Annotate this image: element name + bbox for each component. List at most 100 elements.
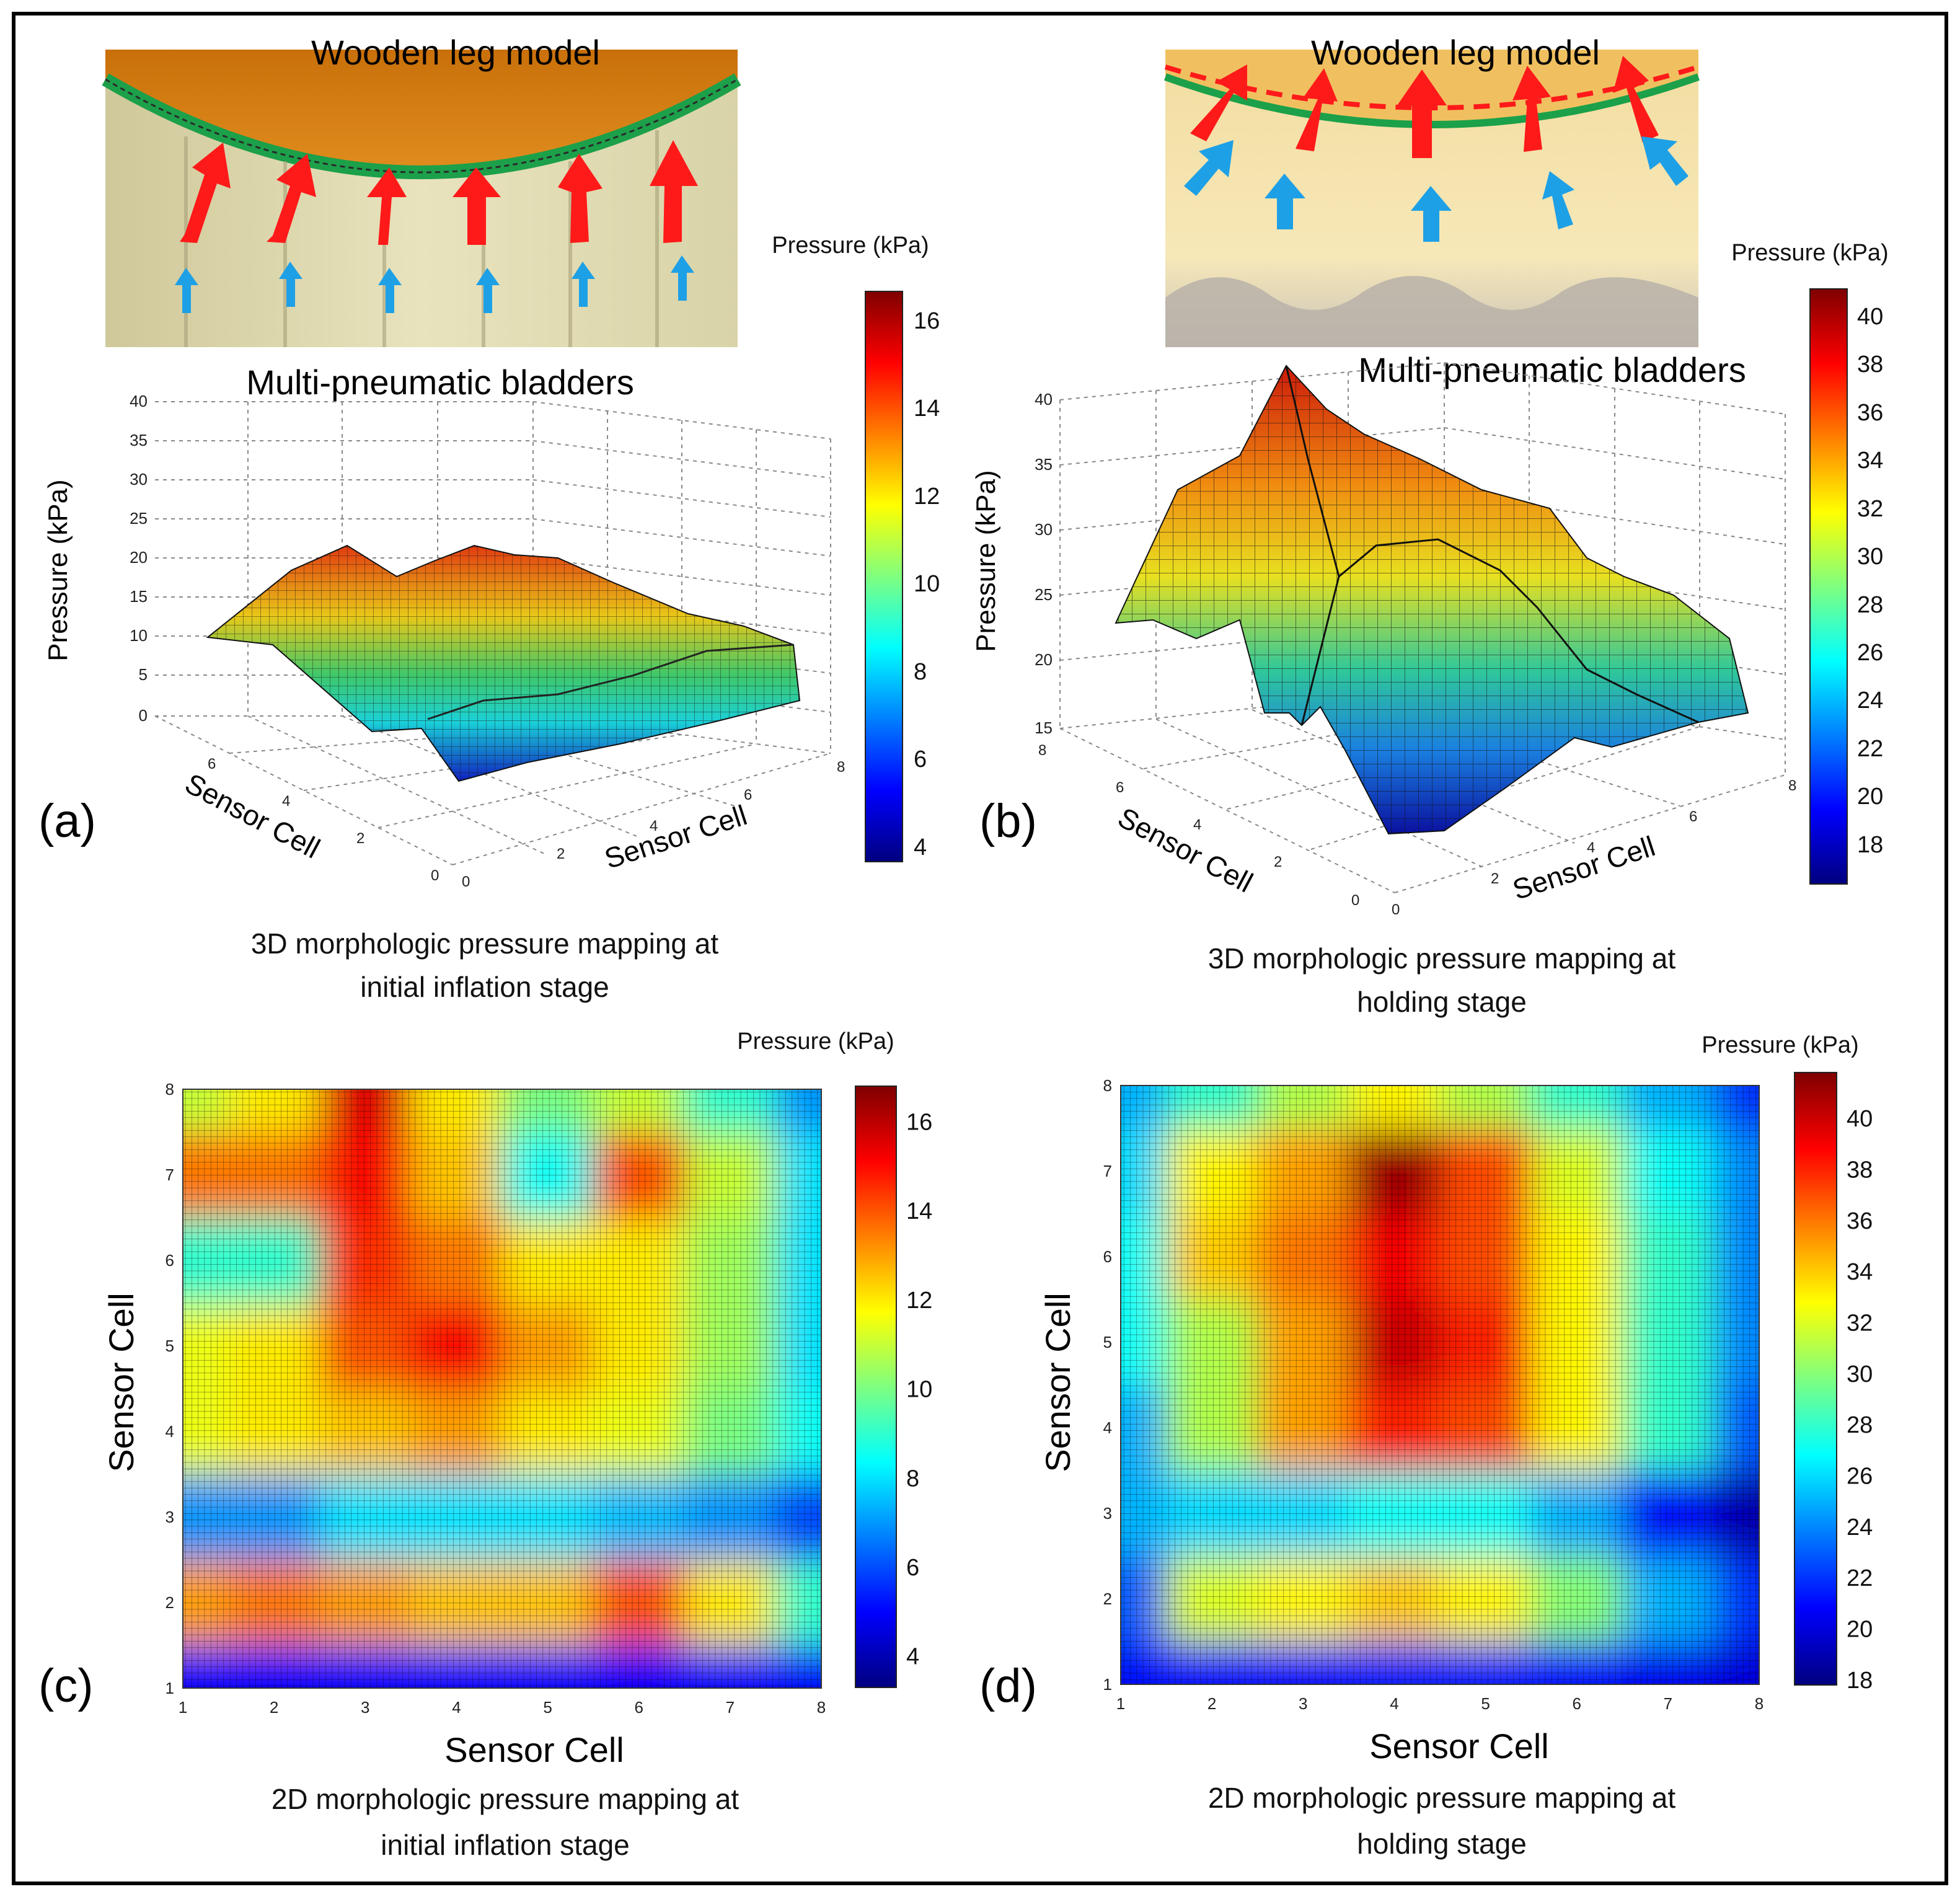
z-tick: 15 bbox=[1035, 719, 1053, 737]
y-tick: 3 bbox=[166, 1508, 174, 1526]
chart-c-heatmap: 1 2 3 4 5 6 7 8 1 2 3 4 5 6 7 8 Sensor Cell Sensor Cell bbox=[102, 1080, 826, 1769]
panel-label-a: (a) bbox=[38, 795, 96, 847]
x-tick: 0 bbox=[1392, 901, 1400, 918]
panel-label-d: (d) bbox=[979, 1660, 1037, 1712]
red-arrows-a bbox=[180, 140, 698, 245]
chart-a-ylabel: Sensor Cell bbox=[180, 767, 325, 865]
blue-arrows-b bbox=[1184, 136, 1689, 242]
colorbar-c-label: Pressure (kPa) bbox=[737, 1028, 894, 1055]
z-tick: 10 bbox=[130, 626, 148, 645]
y-tick: 8 bbox=[166, 1080, 174, 1099]
x-tick: 3 bbox=[361, 1698, 369, 1717]
chart-b-xticks: 0 2 4 6 8 bbox=[1392, 777, 1796, 918]
cb-tick: 30 bbox=[1857, 544, 1883, 570]
x-tick: 6 bbox=[1689, 808, 1697, 825]
y-tick: 4 bbox=[282, 793, 290, 810]
cb-tick: 26 bbox=[1857, 640, 1883, 666]
x-tick: 1 bbox=[1116, 1694, 1125, 1713]
y-tick: 3 bbox=[1103, 1504, 1112, 1523]
chart-d-xlabel: Sensor Cell bbox=[1369, 1727, 1548, 1766]
photo-b-label-top: Wooden leg model bbox=[1311, 33, 1600, 72]
x-tick: 4 bbox=[1587, 839, 1595, 856]
cb-tick: 10 bbox=[906, 1377, 932, 1403]
cb-tick: 4 bbox=[914, 834, 927, 860]
chart-a-zticks: 40 35 30 25 20 15 10 5 0 bbox=[130, 392, 148, 725]
cb-tick: 8 bbox=[906, 1466, 919, 1492]
photo-a bbox=[102, 50, 741, 347]
chart-d-ylabel: Sensor Cell bbox=[1038, 1293, 1077, 1472]
cb-tick: 34 bbox=[1847, 1259, 1873, 1285]
z-tick: 40 bbox=[1035, 390, 1053, 409]
x-tick: 5 bbox=[543, 1698, 552, 1717]
y-tick: 6 bbox=[1103, 1247, 1112, 1266]
x-tick: 7 bbox=[1664, 1694, 1672, 1713]
cb-tick: 18 bbox=[1847, 1668, 1873, 1694]
z-tick: 25 bbox=[1035, 585, 1053, 604]
chart-b-xlabel: Sensor Cell bbox=[1509, 829, 1659, 906]
chart-a-3d: 40 35 30 25 20 15 10 5 0 Pressure (kPa) … bbox=[43, 392, 845, 890]
z-tick: 35 bbox=[130, 431, 148, 449]
y-tick: 1 bbox=[166, 1679, 174, 1697]
x-tick: 6 bbox=[1572, 1694, 1581, 1713]
cb-tick: 16 bbox=[914, 308, 940, 334]
x-tick: 0 bbox=[462, 873, 470, 890]
cb-tick: 14 bbox=[906, 1198, 932, 1224]
chart-c-title-line2: initial inflation stage bbox=[381, 1829, 629, 1861]
cb-tick: 28 bbox=[1847, 1412, 1873, 1438]
z-tick: 30 bbox=[130, 470, 148, 489]
chart-a-yticks: 6 4 2 0 bbox=[208, 756, 439, 884]
blue-arrows-a bbox=[175, 255, 694, 313]
chart-a-zlabel: Pressure (kPa) bbox=[43, 479, 73, 661]
z-tick: 0 bbox=[139, 706, 148, 725]
cb-tick: 28 bbox=[1857, 592, 1883, 618]
panel-label-c: (c) bbox=[38, 1660, 94, 1712]
y-tick: 2 bbox=[1274, 854, 1282, 870]
y-tick: 5 bbox=[166, 1337, 174, 1355]
chart-b-title-line2: holding stage bbox=[1357, 986, 1527, 1018]
cb-tick: 4 bbox=[906, 1644, 919, 1670]
y-tick: 7 bbox=[1103, 1162, 1112, 1180]
cb-tick: 6 bbox=[906, 1555, 919, 1581]
cb-tick: 10 bbox=[914, 571, 940, 597]
y-tick: 7 bbox=[166, 1165, 174, 1184]
cb-tick: 36 bbox=[1857, 400, 1883, 426]
cb-tick: 30 bbox=[1847, 1361, 1873, 1387]
chart-d-title-line2: holding stage bbox=[1357, 1828, 1527, 1860]
cb-tick: 36 bbox=[1847, 1208, 1873, 1234]
y-tick: 0 bbox=[1351, 892, 1359, 909]
cb-tick: 24 bbox=[1857, 688, 1883, 714]
x-tick: 8 bbox=[1788, 777, 1796, 794]
chart-c-title-line1: 2D morphologic pressure mapping at bbox=[271, 1783, 739, 1815]
photo-b-label-bottom: Multi-pneumatic bladders bbox=[1358, 350, 1746, 389]
colorbar-d-ticks: 18 20 22 24 26 28 30 32 34 36 38 40 bbox=[1847, 1106, 1873, 1694]
chart-b-zlabel: Pressure (kPa) bbox=[971, 470, 1001, 652]
x-tick: 4 bbox=[1390, 1694, 1398, 1713]
cb-tick: 12 bbox=[914, 484, 940, 510]
cb-tick: 20 bbox=[1847, 1616, 1873, 1642]
cb-tick: 32 bbox=[1857, 496, 1883, 522]
x-tick: 8 bbox=[837, 759, 845, 776]
cb-tick: 32 bbox=[1847, 1310, 1873, 1336]
cb-tick: 34 bbox=[1857, 448, 1883, 474]
x-tick: 2 bbox=[1491, 870, 1499, 887]
cb-tick: 40 bbox=[1857, 304, 1883, 330]
x-tick: 2 bbox=[270, 1698, 278, 1717]
colorbar-c-ticks: 4 6 8 10 12 14 16 bbox=[906, 1109, 932, 1669]
cb-tick: 6 bbox=[914, 746, 927, 772]
colorbar-a-label: Pressure (kPa) bbox=[772, 232, 929, 259]
cb-tick: 26 bbox=[1847, 1463, 1873, 1489]
cb-tick: 18 bbox=[1857, 832, 1883, 858]
x-tick: 8 bbox=[817, 1698, 826, 1717]
chart-a-title-line1: 3D morphologic pressure mapping at bbox=[251, 927, 719, 960]
cb-tick: 16 bbox=[906, 1109, 932, 1135]
x-tick: 4 bbox=[650, 818, 658, 834]
chart-b-title-line1: 3D morphologic pressure mapping at bbox=[1208, 942, 1676, 975]
red-arrows-b bbox=[1190, 56, 1659, 158]
x-tick: 2 bbox=[1207, 1694, 1216, 1713]
z-tick: 30 bbox=[1035, 520, 1053, 539]
chart-c-xlabel: Sensor Cell bbox=[444, 1730, 624, 1769]
colorbar-b-label: Pressure (kPa) bbox=[1731, 240, 1888, 266]
z-tick: 35 bbox=[1035, 455, 1053, 474]
chart-b-zticks: 40 35 30 25 20 15 bbox=[1035, 390, 1053, 737]
